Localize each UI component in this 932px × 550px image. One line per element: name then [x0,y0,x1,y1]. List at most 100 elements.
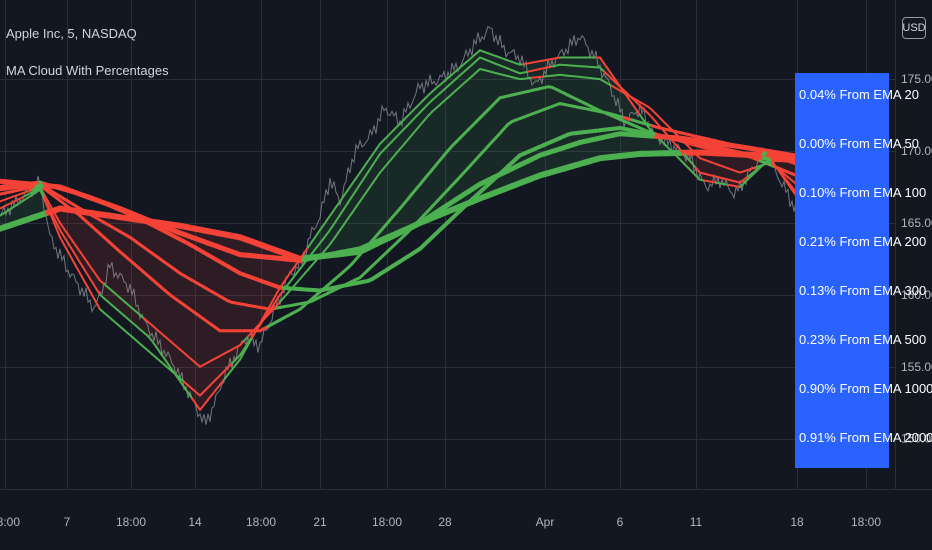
ema-segment [75,244,81,253]
ema-segment [299,262,305,270]
indicator-name[interactable]: MA Cloud With Percentages [6,63,169,78]
ema-segment [247,337,253,347]
ema-segment [303,268,309,276]
ema-segment [351,189,357,198]
ema-segment [91,293,97,303]
y-tick-label: 150.00 [901,432,932,446]
ema-segment [687,157,693,165]
cloud-segment [164,223,168,364]
pct-row-ema-100: 0.10% From EMA 100 [799,185,927,200]
cloud-segment [12,205,16,225]
ema-segment [611,73,617,82]
ema-segment [71,248,77,257]
price-axis[interactable]: 150.00 155.00 160.00 165.00 170.00 175.00 [901,72,932,446]
symbol-title[interactable]: Apple Inc, 5, NASDAQ [6,26,137,41]
ema-line-ema-200 [0,85,802,333]
pct-row-ema-300: 0.13% From EMA 300 [799,283,927,298]
cloud-segment [488,53,492,196]
x-tick-label: 18:00 [372,515,402,529]
cloud-segment [188,227,192,399]
ema-segment [331,206,337,214]
currency-button[interactable]: USD [902,17,926,39]
ema-segment [195,403,201,411]
ema-segment [43,193,49,203]
ema-segment [287,269,293,278]
ema-segment [371,148,377,157]
ema-segment [327,226,333,234]
ema-segment [171,368,177,377]
ema-segment [87,286,93,296]
percentages-table: 0.04% From EMA 20 0.00% From EMA 50 0.10… [795,73,932,468]
ema-segment [63,243,69,253]
ema-segment [67,250,73,260]
cloud-segment [484,51,488,197]
ema-segment [67,242,73,251]
ema-segment [223,373,229,381]
ema-segment [187,391,193,400]
cloud-segment [192,228,196,405]
cloud-segment [380,139,384,243]
cloud-segment [740,154,744,187]
y-tick-label: 175.00 [901,72,932,86]
cloud-segment [76,210,80,263]
ema-segment [311,259,317,267]
ema-segment [155,345,161,354]
ema-segment [231,363,237,371]
cloud-segment [240,237,244,360]
ema-segment [379,166,385,174]
cloud-segment [452,71,456,210]
ema-segment [59,221,65,230]
cloud-segment [384,135,388,241]
ema-segment [207,393,213,401]
ema-segment [215,383,221,391]
ema-segment [263,308,269,318]
ema-segment [399,143,405,150]
ema-segment [243,342,249,351]
cloud-segment [352,178,356,253]
x-tick-label: 11 [690,515,703,529]
ema-segment [283,291,289,299]
ema-segment [367,165,373,174]
ema-segment [283,283,289,291]
cloud-segment [96,213,100,295]
ema-segment [279,296,285,303]
ema-segment [291,282,297,290]
x-tick-label: 18:00 [0,515,20,529]
ema-segment [91,267,97,276]
cloud-segment [224,234,228,380]
pct-row-ema-20: 0.04% From EMA 20 [799,87,919,102]
ema-segment [391,152,397,160]
cloud-segment [4,210,8,228]
time-axis[interactable]: 18:00 7 18:00 14 18:00 21 18:00 28 Apr 6 11 18 18:00 [0,515,881,529]
cloud-segment [220,233,224,385]
cloud-segment [392,127,396,237]
ema-segment [403,138,409,146]
ema-line-ema-300 [0,102,802,311]
cloud-segment [124,217,128,320]
ema-segment [623,91,629,99]
cloud-segment [156,222,160,353]
ema-segment [643,119,649,128]
ema-segment [251,329,257,339]
cloud-segment [268,247,272,310]
cloud-segment [568,57,572,168]
ema-segment [299,273,305,280]
ema-segment [599,56,605,65]
ema-segment [387,157,393,165]
ema-segment [47,200,53,210]
ema-segment [327,211,333,220]
cloud-segment [480,50,484,199]
cloud-segment [712,153,716,183]
ema-segment [79,261,85,270]
ema-segment [635,108,641,117]
ema-segment [359,177,365,186]
cloud-segment [176,225,180,382]
cloud-segment [236,236,240,365]
pct-row-ema-200: 0.21% From EMA 200 [799,234,927,249]
ema-segment [91,280,97,290]
ema-segment [79,272,85,282]
cloud-segment [408,111,412,229]
ema-segment [343,201,349,210]
